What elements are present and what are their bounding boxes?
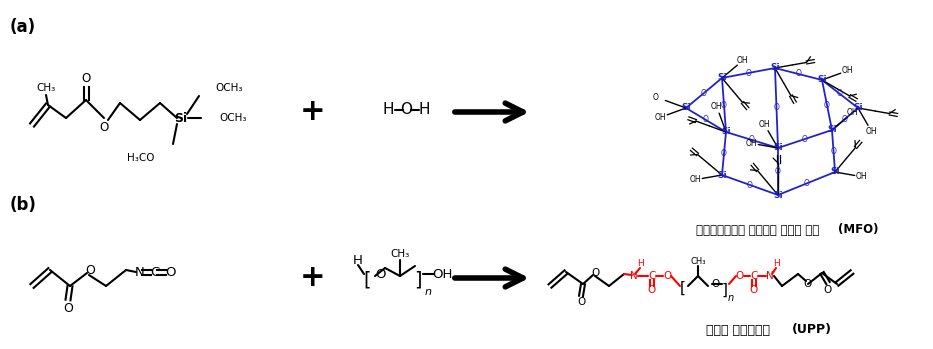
- Text: N: N: [630, 271, 638, 281]
- Text: Si: Si: [717, 171, 727, 179]
- Text: 메타크릴레이트 관능화된 실록산 레진: 메타크릴레이트 관능화된 실록산 레진: [697, 223, 824, 237]
- Text: C: C: [750, 271, 758, 281]
- Text: O: O: [703, 116, 709, 125]
- Text: 우레탄 프리폴리머: 우레탄 프리폴리머: [706, 324, 774, 336]
- Text: O: O: [796, 69, 801, 79]
- Text: Si: Si: [770, 64, 780, 73]
- Text: O: O: [63, 302, 73, 314]
- Text: OH: OH: [745, 139, 758, 148]
- Text: Si: Si: [773, 191, 783, 200]
- Text: O: O: [400, 103, 412, 118]
- Text: Si: Si: [681, 104, 690, 112]
- Text: ]: ]: [414, 270, 422, 290]
- Text: Si: Si: [853, 104, 863, 112]
- Text: C: C: [648, 271, 656, 281]
- Text: OH: OH: [842, 66, 853, 75]
- Text: O: O: [736, 271, 745, 281]
- Text: O: O: [648, 285, 656, 295]
- Text: OH: OH: [432, 267, 453, 281]
- Text: O: O: [375, 267, 385, 281]
- Text: H: H: [773, 260, 779, 268]
- Text: O: O: [85, 263, 95, 276]
- Text: +: +: [300, 263, 326, 292]
- Text: OCH₃: OCH₃: [219, 113, 246, 123]
- Text: O: O: [745, 68, 751, 77]
- Text: O: O: [81, 72, 91, 84]
- Text: H: H: [636, 260, 644, 268]
- Text: Si: Si: [721, 127, 731, 136]
- Text: Si: Si: [717, 74, 727, 82]
- Text: N: N: [766, 271, 773, 281]
- Text: OH: OH: [866, 127, 877, 136]
- Text: Si: Si: [817, 75, 827, 84]
- Text: O: O: [803, 179, 810, 188]
- Text: OH: OH: [737, 56, 748, 65]
- Text: O: O: [824, 285, 832, 295]
- Text: CH₃: CH₃: [36, 83, 56, 93]
- Text: H: H: [383, 103, 394, 118]
- Text: O: O: [773, 104, 779, 112]
- Text: Si: Si: [174, 111, 188, 125]
- Text: O: O: [701, 89, 707, 97]
- Text: OH: OH: [655, 113, 666, 122]
- Text: H: H: [353, 253, 363, 267]
- Text: (MFO): (MFO): [838, 223, 878, 237]
- Text: O: O: [837, 89, 842, 98]
- Text: O: O: [721, 149, 727, 158]
- Text: O: O: [165, 266, 175, 279]
- Text: H: H: [418, 103, 430, 118]
- Text: OH: OH: [759, 120, 771, 129]
- Text: ]: ]: [722, 282, 728, 297]
- Text: n: n: [728, 293, 734, 303]
- Text: O: O: [750, 285, 759, 295]
- Text: O: O: [100, 121, 108, 134]
- Text: OH: OH: [689, 175, 702, 184]
- Text: Si: Si: [773, 143, 783, 153]
- Text: [: [: [680, 281, 686, 296]
- Text: O: O: [711, 279, 719, 289]
- Text: H₃CO: H₃CO: [128, 153, 155, 163]
- Text: OH: OH: [711, 102, 722, 111]
- Text: O: O: [653, 92, 659, 102]
- Text: O: O: [824, 101, 830, 110]
- Text: O: O: [592, 268, 600, 278]
- Text: O: O: [662, 271, 671, 281]
- Text: O: O: [749, 135, 755, 144]
- Text: O: O: [775, 167, 781, 176]
- Text: Si: Si: [830, 168, 840, 177]
- Text: N: N: [135, 266, 145, 279]
- Text: Si: Si: [828, 126, 837, 134]
- Text: OH: OH: [856, 172, 868, 181]
- Text: O: O: [577, 297, 585, 307]
- Text: (a): (a): [10, 18, 36, 36]
- Text: C: C: [150, 266, 160, 279]
- Text: OH: OH: [847, 108, 858, 117]
- Text: CH₃: CH₃: [390, 249, 410, 259]
- Text: (UPP): (UPP): [792, 324, 832, 336]
- Text: O: O: [721, 101, 727, 110]
- Text: CH₃: CH₃: [690, 258, 705, 267]
- Text: O: O: [842, 114, 848, 124]
- Text: O: O: [747, 180, 753, 190]
- Text: O: O: [804, 279, 812, 289]
- Text: O: O: [830, 147, 837, 156]
- Text: n: n: [425, 287, 431, 297]
- Text: OCH₃: OCH₃: [215, 83, 243, 93]
- Text: [: [: [363, 270, 370, 290]
- Text: +: +: [300, 97, 326, 126]
- Text: (b): (b): [10, 196, 37, 214]
- Text: O: O: [802, 134, 808, 143]
